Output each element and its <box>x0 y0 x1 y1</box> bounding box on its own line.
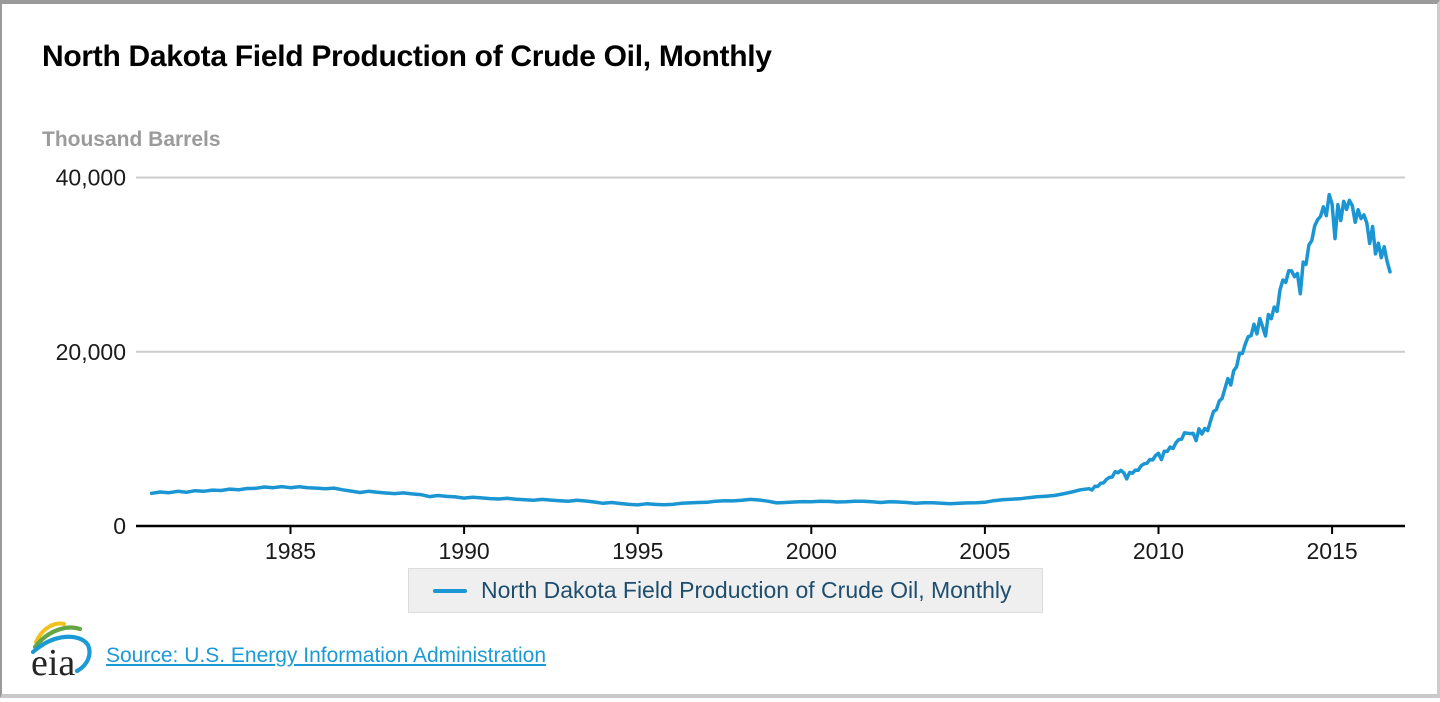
y-tick-label: 40,000 <box>56 165 126 191</box>
eia-logo-blue-swoosh <box>30 634 92 674</box>
x-tick-label: 2005 <box>959 538 1010 564</box>
eia-logo-text: eia <box>31 642 75 684</box>
legend-line-swatch <box>433 588 467 593</box>
chart-title: North Dakota Field Production of Crude O… <box>42 40 772 73</box>
y-tick-label: 0 <box>113 513 126 539</box>
y-axis-units-label: Thousand Barrels <box>42 128 221 151</box>
production-line-series <box>149 192 1392 507</box>
line-chart: 0 20,000 40,000 1985 1990 1995 2000 2005 2010 201… <box>56 165 1405 564</box>
source-link[interactable]: Source: U.S. Energy Information Administ… <box>106 644 547 667</box>
eia-logo[interactable]: eia <box>16 618 100 684</box>
x-tick-label: 1995 <box>612 538 663 564</box>
eia-logo-green-swoosh <box>32 625 83 650</box>
x-tick-label: 2010 <box>1133 538 1184 564</box>
y-tick-label: 20,000 <box>56 339 126 365</box>
legend: North Dakota Field Production of Crude O… <box>408 568 1043 613</box>
legend-label: North Dakota Field Production of Crude O… <box>481 577 1012 603</box>
x-tick-label: 1985 <box>265 538 316 564</box>
eia-logo-yellow-swoosh <box>34 621 66 644</box>
x-tick-label: 2000 <box>786 538 837 564</box>
x-tick-label: 1990 <box>439 538 490 564</box>
x-tick-label: 2015 <box>1307 538 1358 564</box>
